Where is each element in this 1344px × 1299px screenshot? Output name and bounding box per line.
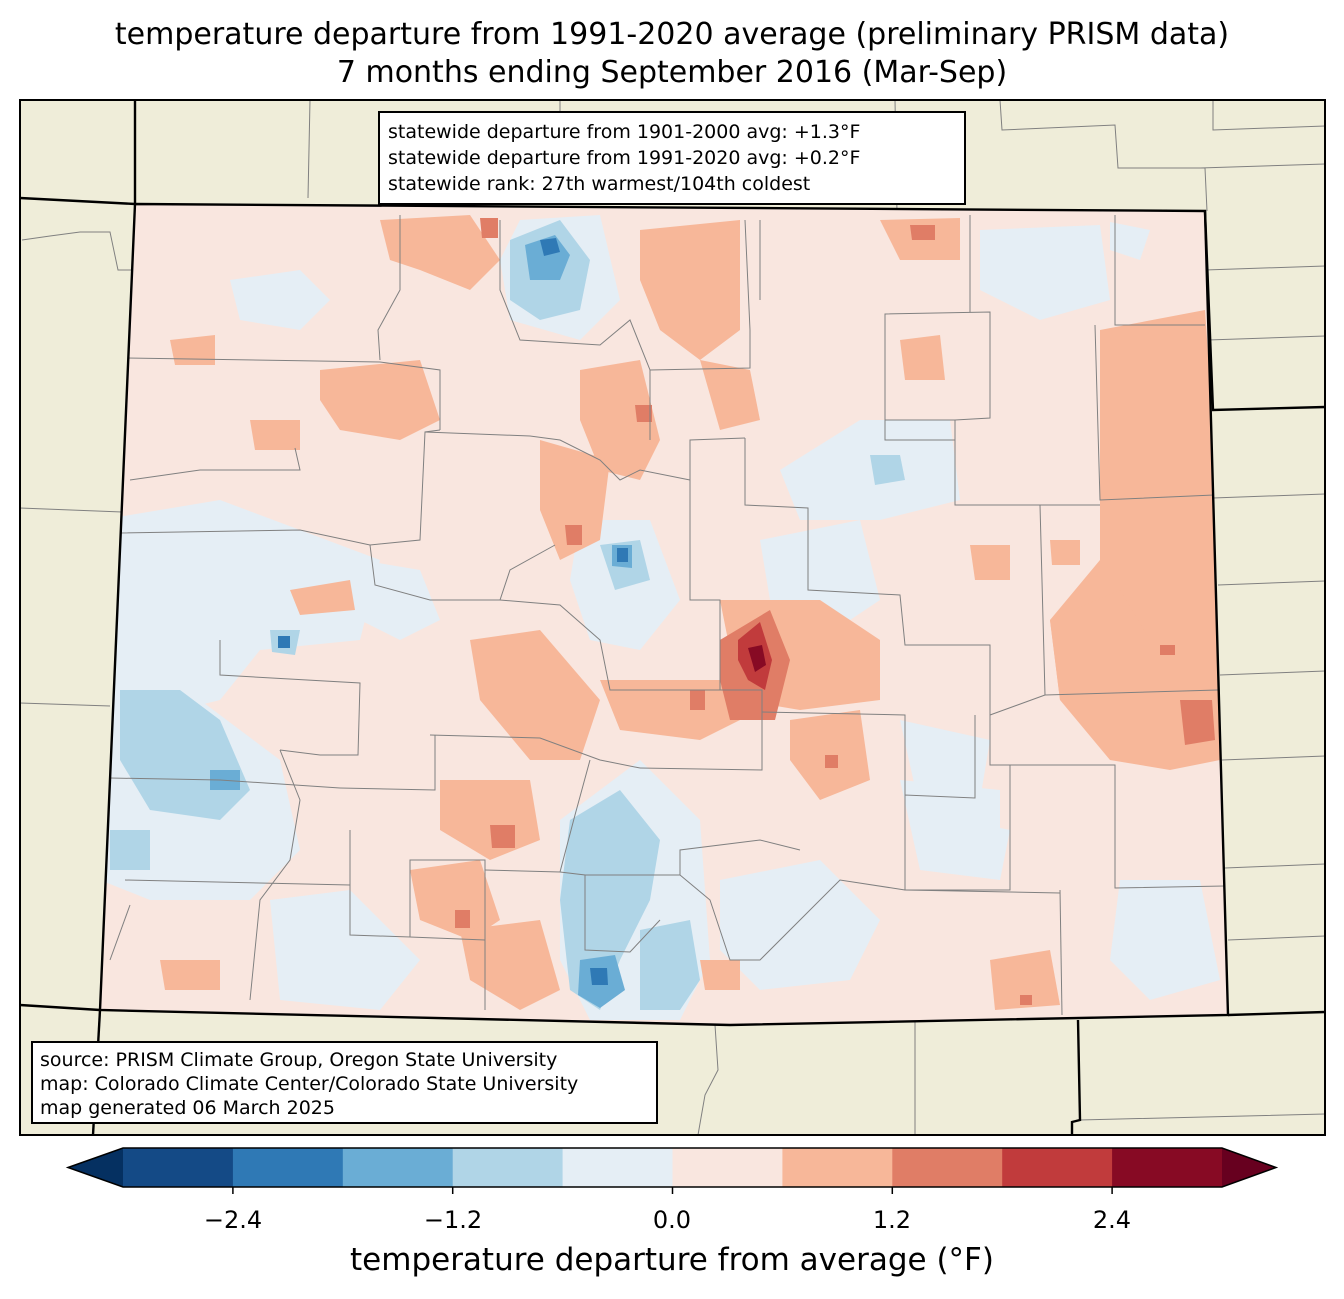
colorbar-label: temperature departure from average (°F): [350, 1242, 994, 1278]
colorbar-segment: [782, 1148, 893, 1187]
map-credit-line: map: Colorado Climate Center/Colorado St…: [40, 1073, 579, 1095]
source-credits-box: source: PRISM Climate Group, Oregon Stat…: [31, 1041, 658, 1124]
state-borders: [20, 100, 1325, 1135]
map-title-line-2: 7 months ending September 2016 (Mar-Sep): [336, 55, 1008, 90]
colorbar-segment: [672, 1148, 783, 1187]
stats-line-1901-2000: statewide departure from 1901-2000 avg: …: [388, 121, 861, 143]
colorbar-segment: [1002, 1148, 1113, 1187]
colorbar-segment: [232, 1148, 344, 1187]
colorado-county-lines: [109, 215, 1228, 1016]
stats-line-1991-2020: statewide departure from 1991-2020 avg: …: [388, 147, 861, 169]
colorbar-tick-label: 2.4: [1092, 1206, 1132, 1234]
colorbar-tick-label: 1.2: [872, 1206, 912, 1234]
cold-spots: [278, 238, 628, 985]
generated-date-line: map generated 06 March 2025: [40, 1097, 335, 1119]
statewide-stats-box: statewide departure from 1901-2000 avg: …: [378, 111, 966, 205]
hottest-spot: [748, 645, 766, 672]
colorbar-tick-label: −1.2: [423, 1206, 483, 1234]
source-line: source: PRISM Climate Group, Oregon Stat…: [40, 1049, 558, 1071]
colorbar-segment: [1112, 1148, 1223, 1187]
colorbar-segment: [892, 1148, 1003, 1187]
colorbar-tick-label: 0.0: [652, 1206, 692, 1234]
colorbar-outline: [65, 1147, 1279, 1188]
colorbar-segment: [562, 1148, 673, 1187]
colorbar-segment: [123, 1148, 234, 1187]
stats-line-rank: statewide rank: 27th warmest/104th colde…: [388, 173, 811, 195]
map-title-line-1: temperature departure from 1991-2020 ave…: [114, 17, 1230, 52]
colorbar-segment: [452, 1148, 564, 1187]
colorbar-extend-high: [1222, 1148, 1276, 1187]
map-frame: [19, 99, 1326, 1136]
colorbar: [65, 1147, 1279, 1194]
colorado-departure-field: [100, 204, 1228, 1025]
colorbar-extend-low: [68, 1148, 123, 1187]
colorbar-segment: [342, 1148, 454, 1187]
colorbar-tick-label: −2.4: [203, 1206, 263, 1234]
